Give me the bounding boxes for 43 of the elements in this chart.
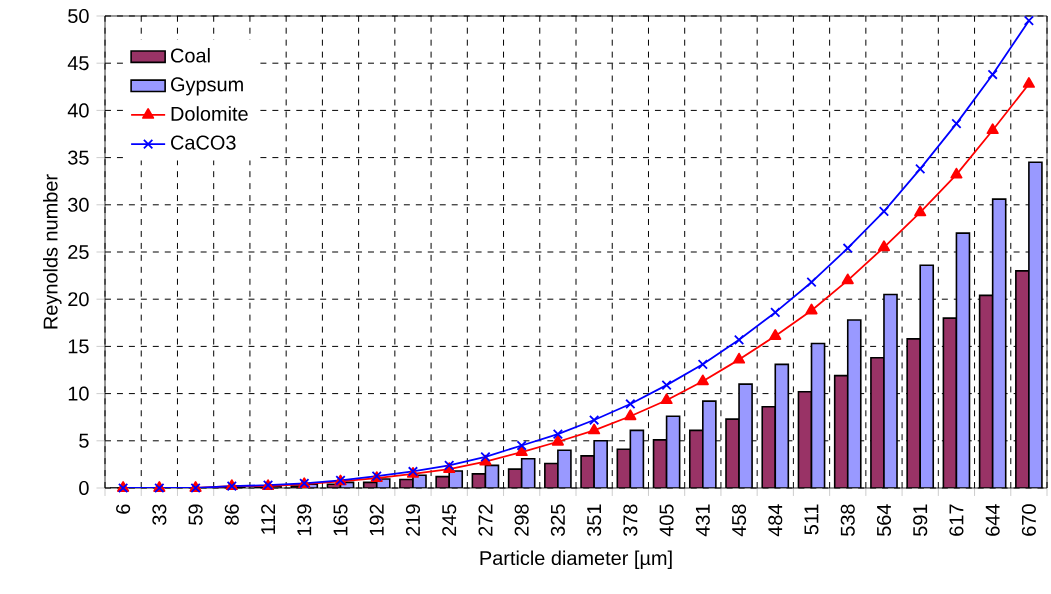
y-tick-label: 10 [68,386,89,401]
legend-label: Coal [171,47,210,63]
x-tick-label: 351 [587,504,602,537]
x-tick-label: 59 [188,504,203,525]
x-tick-label: 245 [442,504,457,536]
legend-label: Gypsum [171,77,243,96]
x-tick-label: 670 [1021,504,1036,536]
x-tick-label: 298 [514,504,529,536]
y-tick-label: 50 [68,8,89,24]
y-tick-label: 25 [68,244,89,260]
x-tick-label: 511 [804,504,819,535]
y-tick-label: 30 [68,197,89,212]
legend-label: CaCO3 [171,135,236,150]
x-tick-label: 458 [732,504,747,537]
x-tick-label: 165 [333,504,348,536]
y-tick-label: 15 [68,339,89,354]
x-axis-title: Particle diameter [µm] [480,550,672,570]
legend-label: Dolomite [171,106,248,121]
y-tick-label: 40 [67,103,89,118]
x-tick-label: 617 [949,504,964,536]
x-tick-label: 405 [659,504,674,537]
y-tick-label: 45 [67,56,89,71]
y-tick-label: 0 [79,480,89,496]
x-tick-label: 33 [152,504,167,525]
x-tick-label: 219 [405,504,421,536]
x-tick-label: 644 [985,504,1000,536]
y-tick-label: 35 [68,150,89,165]
x-tick-label: 192 [369,504,384,536]
x-tick-label: 86 [224,504,239,525]
y-axis-title: Reynolds number [43,174,62,329]
x-tick-label: 272 [478,504,493,536]
x-tick-label: 139 [297,504,312,536]
x-tick-label: 325 [550,504,565,537]
x-tick-label: 538 [840,504,855,536]
y-tick-label: 20 [68,292,89,307]
x-tick-label: 591 [913,504,928,536]
x-tick-label: 431 [695,504,710,537]
x-tick-label: 564 [876,504,892,536]
y-tick-label: 5 [79,433,89,448]
x-tick-label: 112 [261,504,275,534]
x-tick-label: 6 [116,504,131,514]
x-tick-label: 378 [623,504,638,537]
x-tick-label: 484 [768,504,783,537]
